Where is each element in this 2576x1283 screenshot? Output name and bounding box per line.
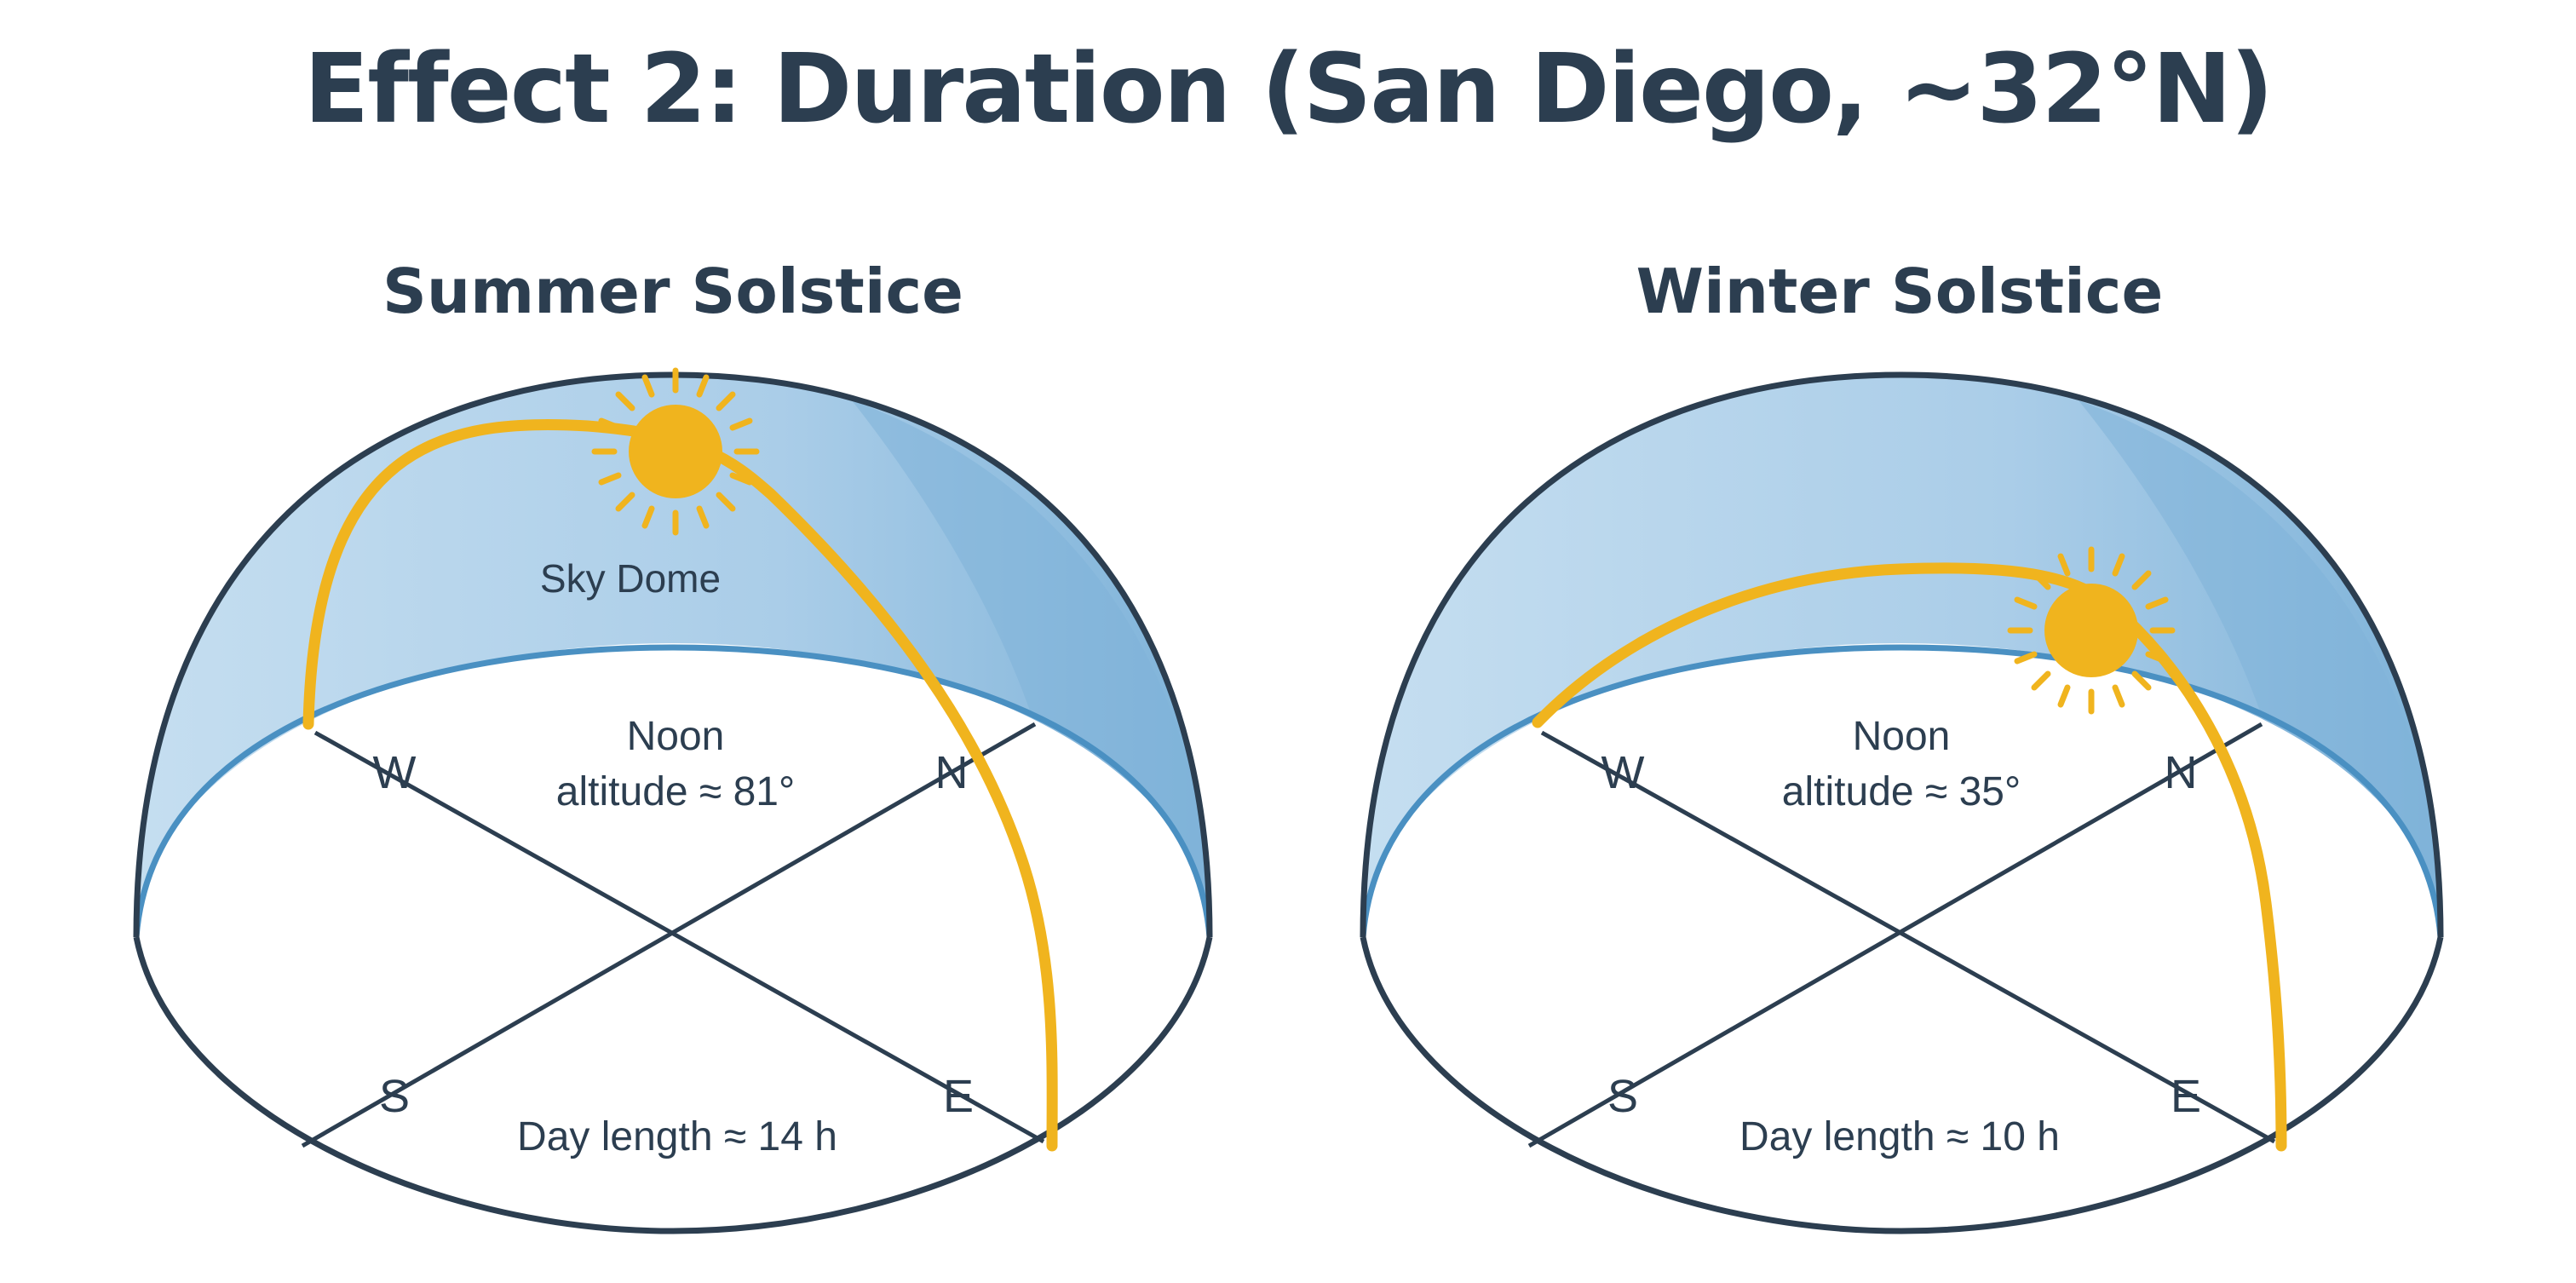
summer-sky-dome-label: Sky Dome <box>540 556 721 601</box>
winter-panel-title: Winter Solstice <box>1636 256 2164 327</box>
summer-sun-icon <box>591 367 760 536</box>
winter-compass-line-ns <box>1527 722 2263 1148</box>
summer-compass-line-ns <box>301 722 1037 1148</box>
summer-compass-line-we <box>313 730 1045 1144</box>
summer-sun-path <box>302 419 1058 1152</box>
summer-dir-w: W <box>373 747 417 798</box>
winter-horizon-back <box>1360 644 2444 938</box>
summer-dir-e: E <box>943 1071 974 1122</box>
summer-dome: Sky Dome Noon altitude ≈ 81° W N S E Day… <box>133 367 1213 1234</box>
winter-dir-s: S <box>1607 1071 1638 1122</box>
summer-noon-label: Noon <box>627 714 725 759</box>
winter-dir-w: W <box>1601 747 1645 798</box>
winter-sun-icon <box>2007 546 2176 715</box>
summer-horizon-back <box>133 644 1213 938</box>
winter-dir-n: N <box>2165 747 2198 798</box>
summer-panel-title: Summer Solstice <box>382 256 964 327</box>
summer-dir-n: N <box>935 747 969 798</box>
winter-noon-altitude: altitude ≈ 35° <box>1782 769 2021 814</box>
winter-dome-outline <box>1360 371 2444 938</box>
page-title: Effect 2: Duration (San Diego, ~32°N) <box>303 34 2274 145</box>
summer-ground-outline <box>133 936 1213 1234</box>
winter-dir-e: E <box>2171 1071 2201 1122</box>
winter-compass-line-we <box>1540 730 2276 1144</box>
winter-day-length: Day length ≈ 10 h <box>1739 1114 2060 1159</box>
winter-ground-outline <box>1360 936 2444 1234</box>
summer-noon-altitude: altitude ≈ 81° <box>556 769 795 814</box>
winter-noon-label: Noon <box>1853 714 1951 759</box>
summer-dir-s: S <box>379 1071 410 1122</box>
summer-day-length: Day length ≈ 14 h <box>517 1114 837 1159</box>
winter-dome: Noon altitude ≈ 35° W N S E Day length ≈… <box>1360 371 2444 1234</box>
